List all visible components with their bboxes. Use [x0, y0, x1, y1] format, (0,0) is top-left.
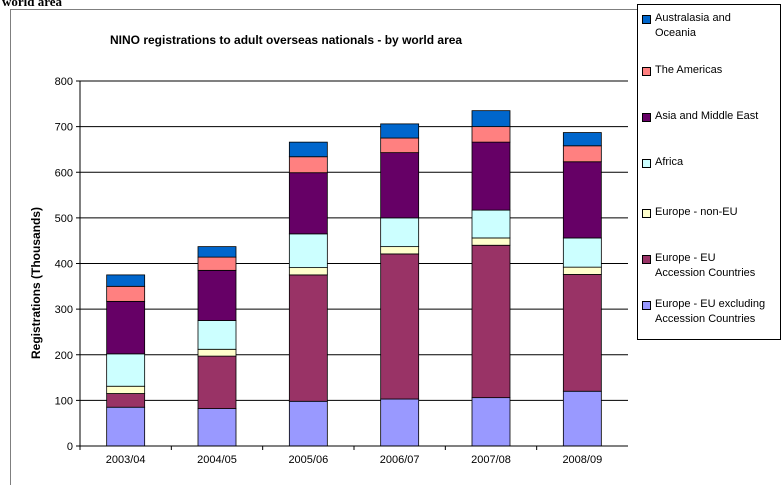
y-tick-label: 700 — [55, 122, 73, 134]
bar-segment — [106, 393, 146, 408]
legend-label: Australasia and Oceania — [655, 12, 731, 39]
bar-segment — [380, 246, 420, 255]
legend-swatch — [642, 67, 651, 76]
bar-segment — [197, 408, 237, 447]
y-tick-label: 0 — [67, 441, 73, 453]
bar-segment — [197, 256, 237, 271]
bar-segment — [562, 266, 602, 275]
bar-segment — [380, 398, 420, 447]
chart-frame — [10, 9, 781, 485]
bar-segment — [197, 246, 237, 258]
y-tick-label: 600 — [55, 167, 73, 179]
page-fragment-text: world area — [2, 0, 63, 9]
legend-swatch — [642, 209, 651, 218]
y-tick-label: 500 — [55, 213, 73, 225]
bar-segment — [106, 353, 146, 387]
bar-segment — [562, 132, 602, 147]
legend-label: Asia and Middle East — [655, 110, 759, 122]
bar-segment — [471, 126, 511, 143]
legend-swatch — [642, 159, 651, 168]
bar-segment — [380, 123, 420, 139]
bar-segment — [471, 209, 511, 239]
y-tick-label: 800 — [55, 76, 73, 88]
legend: Australasia and Oceania The Americas Asia … — [637, 4, 781, 340]
bar-segment — [106, 385, 146, 394]
legend-label: Europe - EU excluding Accession Countrie… — [655, 298, 766, 325]
bar-segment — [562, 390, 602, 447]
x-tick-label: 2004/05 — [197, 454, 237, 466]
bar-segment — [562, 274, 602, 392]
bar-segment — [380, 217, 420, 248]
bar-segment — [288, 172, 328, 235]
bar-segment — [380, 137, 420, 154]
bar-segment — [106, 285, 146, 302]
bar-segment — [471, 141, 511, 211]
x-tick-label: 2007/08 — [471, 454, 511, 466]
bar-segment — [197, 355, 237, 409]
bar-segment — [471, 110, 511, 128]
bar-segment — [288, 141, 328, 158]
bar-segment — [288, 400, 328, 447]
legend-swatch — [642, 301, 651, 310]
bar-segment — [471, 397, 511, 447]
bar-segment — [197, 320, 237, 350]
legend-label: Europe - non-EU — [655, 206, 738, 218]
x-tick-label: 2003/04 — [106, 454, 146, 466]
y-tick-label: 400 — [55, 259, 73, 271]
bar-segment — [288, 156, 328, 174]
legend-swatch — [642, 15, 651, 24]
legend-swatch — [642, 255, 651, 264]
bar-segment — [106, 300, 146, 355]
x-tick-label: 2005/06 — [288, 454, 328, 466]
bar-segment — [106, 274, 146, 287]
bar-segment — [288, 233, 328, 269]
bar-segment — [197, 269, 237, 321]
bar-segment — [471, 237, 511, 246]
bar-segment — [288, 274, 328, 402]
legend-swatch — [642, 113, 651, 122]
y-tick-label: 200 — [55, 350, 73, 362]
y-tick-label: 100 — [55, 395, 73, 407]
bar-segment — [380, 253, 420, 400]
bar-segment — [288, 267, 328, 276]
bar-segment — [197, 348, 237, 357]
bar-segment — [562, 145, 602, 163]
bar-segment — [380, 152, 420, 219]
legend-label: The Americas — [655, 64, 723, 76]
x-tick-label: 2006/07 — [380, 454, 420, 466]
chart-title: NINO registrations to adult overseas nat… — [110, 33, 463, 47]
legend-label: Europe - EU Accession Countries — [655, 252, 756, 279]
legend-label: Africa — [655, 156, 684, 168]
bar-segment — [562, 161, 602, 239]
y-tick-label: 300 — [55, 304, 73, 316]
bar-segment — [562, 237, 602, 268]
x-tick-label: 2008/09 — [562, 454, 602, 466]
bar-segment — [106, 406, 146, 447]
bar-segment — [471, 244, 511, 399]
